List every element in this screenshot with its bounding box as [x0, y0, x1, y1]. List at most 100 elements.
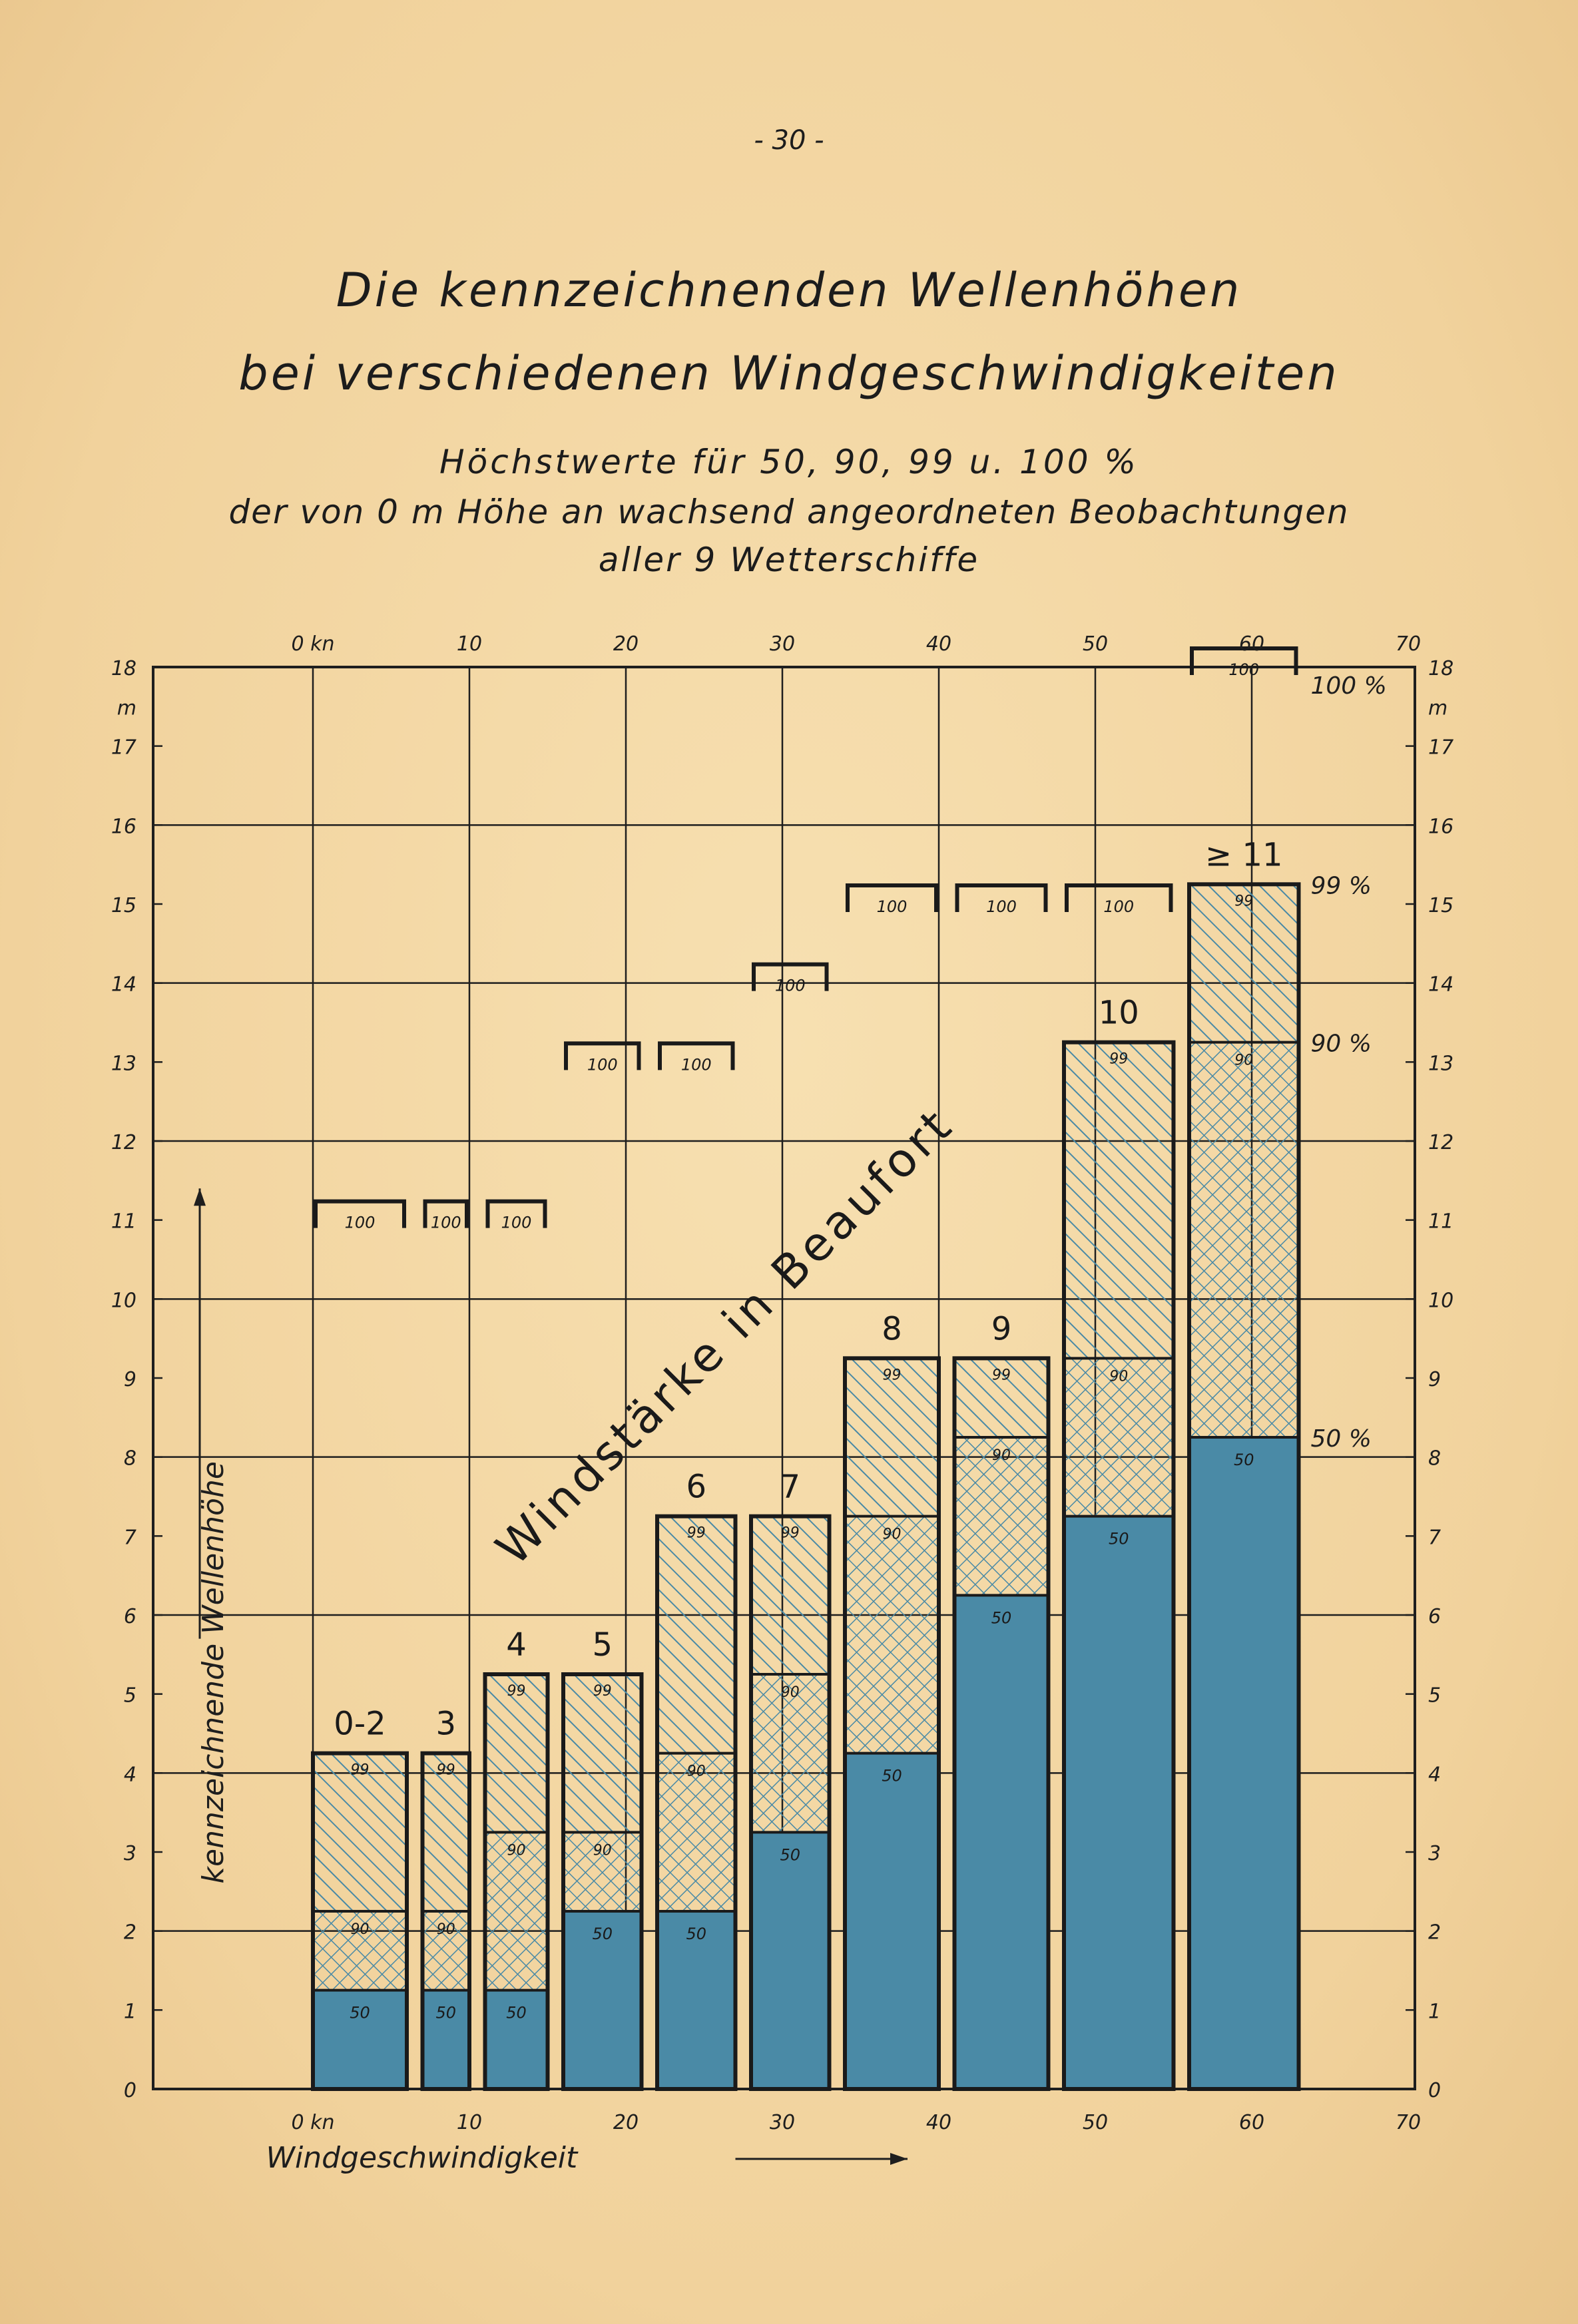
bar-segment-50: [422, 1990, 469, 2089]
y-axis-label: kennzeichnende Wellenhöhe: [196, 1461, 230, 1883]
bar-segment-99: [422, 1753, 469, 1911]
bar-outline: [1187, 882, 1301, 2091]
y-tick-label-right: 18: [1428, 657, 1453, 680]
segment-label-100: 100: [587, 1055, 618, 1074]
segment-label-99: 99: [687, 1525, 706, 1542]
bar-segment-90-cross: [751, 1674, 830, 1833]
y-tick-label-left: 7: [124, 1526, 136, 1549]
segment-label-50: 50: [592, 1925, 613, 1943]
x-tick-label-top: 30: [770, 632, 795, 656]
y-tick-label-right: 7: [1428, 1526, 1441, 1549]
bar-segment-90-cross: [1189, 1042, 1299, 1437]
segment-label-99: 99: [351, 1762, 370, 1779]
bar-outline: [483, 1672, 550, 2091]
beaufort-label: 8: [882, 1310, 902, 1347]
segment-label-50: 50: [506, 2004, 527, 2022]
x-tick-label-top: 20: [613, 632, 639, 656]
y-tick-label-left: 8: [124, 1447, 136, 1471]
bar-segment-90-cross: [485, 1832, 548, 1990]
bar-segment-90-cross: [313, 1911, 407, 1990]
beaufort-label: 5: [592, 1626, 613, 1664]
x-tick-label-top: 70: [1396, 632, 1421, 656]
beaufort-label: 4: [506, 1626, 527, 1664]
bracket-100: [658, 1041, 735, 1070]
y-tick-label-right: 5: [1428, 1684, 1441, 1708]
page-number: - 30 -: [754, 125, 824, 156]
bar-segment-99: [845, 1358, 939, 1516]
y-tick-label-right: 14: [1428, 973, 1453, 997]
segment-label-50: 50: [1109, 1530, 1129, 1548]
segment-label-100: 100: [775, 977, 806, 995]
y-tick-label-right: 8: [1428, 1447, 1441, 1471]
y-tick-label-left: 11: [111, 1210, 136, 1234]
chart-subtitle-line3: aller 9 Wetterschiffe: [598, 541, 980, 579]
segment-label-99: 99: [507, 1683, 526, 1700]
x-tick-label-top: 50: [1083, 632, 1108, 656]
x-tick-label-bottom: 50: [1083, 2111, 1108, 2134]
segment-label-99: 99: [1109, 1051, 1128, 1068]
bar-segment-90-cross: [845, 1516, 939, 1753]
bar-segment-99: [1189, 884, 1299, 1043]
percent-label-100: 100 %: [1311, 672, 1387, 700]
bar-segment-50: [313, 1990, 407, 2089]
bars: [311, 646, 1301, 2092]
bar-outline: [655, 1514, 738, 2092]
x-tick-label-top: 40: [926, 632, 951, 656]
segment-label-50: 50: [780, 1845, 800, 1864]
bracket-100: [1190, 646, 1298, 675]
bar-outline: [311, 1751, 409, 2092]
bar-outline: [749, 1514, 832, 2092]
bar-segment-50: [954, 1595, 1049, 2089]
bar-segment-99: [563, 1674, 642, 1833]
y-tick-label-right: 11: [1428, 1210, 1453, 1234]
y-tick-label-left: 4: [124, 1763, 136, 1786]
y-tick-label-left: 10: [111, 1289, 136, 1312]
y-tick-label-left: 6: [124, 1605, 136, 1628]
y-tick-label-right: 4: [1428, 1763, 1441, 1786]
segment-label-100: 100: [681, 1055, 712, 1074]
y-tick-label-left: 12: [111, 1131, 136, 1154]
bar-segment-99: [751, 1516, 830, 1674]
segment-label-99: 99: [437, 1762, 455, 1779]
bar-segment-99: [313, 1753, 407, 1911]
percent-label-90: 90 %: [1311, 1031, 1372, 1058]
segment-label-90: 90: [992, 1447, 1011, 1464]
y-unit-right: m: [1428, 696, 1447, 720]
y-tick-label-right: 17: [1428, 736, 1453, 760]
y-tick-label-left: 3: [124, 1842, 136, 1865]
segment-label-90: 90: [1109, 1368, 1128, 1385]
x-axis-label: Windgeschwindigkeit: [266, 2141, 579, 2175]
segment-label-100: 100: [345, 1214, 376, 1232]
y-tick-label-left: 15: [111, 894, 136, 917]
segment-label-90: 90: [883, 1526, 902, 1543]
bar-outline: [952, 1356, 1051, 2091]
x-tick-label-top: 10: [457, 632, 482, 656]
x-tick-label-bottom: 60: [1239, 2111, 1264, 2134]
segment-label-100: 100: [877, 897, 908, 916]
y-unit-left: m: [117, 696, 136, 720]
bar-segment-99: [1064, 1042, 1174, 1359]
x-tick-label-bottom: 0 kn: [291, 2111, 334, 2134]
bar-segment-50: [657, 1911, 736, 2089]
bar-segment-90-cross: [1064, 1358, 1174, 1516]
y-tick-label-right: 3: [1428, 1842, 1441, 1865]
bracket-100: [846, 883, 938, 912]
bar-outline: [843, 1356, 941, 2091]
y-tick-label-left: 16: [111, 815, 136, 838]
beaufort-label: 7: [780, 1469, 800, 1506]
x-tick-label-bottom: 70: [1396, 2111, 1421, 2134]
segment-label-99: 99: [992, 1367, 1011, 1383]
y-tick-label-left: 14: [111, 973, 136, 997]
y-tick-label-left: 18: [111, 657, 136, 680]
segment-label-90: 90: [437, 1921, 455, 1938]
bar-segment-90-cross: [563, 1832, 642, 1911]
bar-segment-50: [751, 1832, 830, 2089]
percent-label-99: 99 %: [1311, 872, 1372, 899]
chart-title-line2: bei verschiedenen Windgeschwindigkeiten: [238, 346, 1340, 401]
bracket-100: [564, 1041, 641, 1070]
y-tick-label-left: 0: [124, 2079, 136, 2102]
y-tick-label-right: 2: [1428, 1921, 1441, 1945]
bracket-100: [314, 1199, 406, 1228]
segment-label-50: 50: [686, 1925, 706, 1943]
